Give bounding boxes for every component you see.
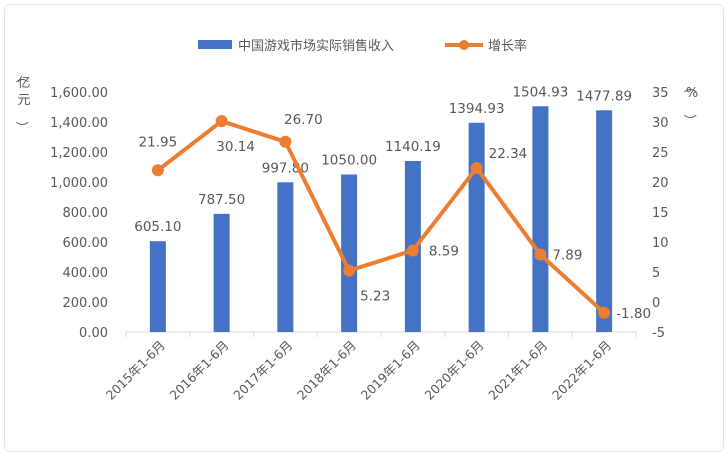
left-tick-label: 600.00 [63, 236, 109, 251]
x-tick-label: 2015年1-6月 [103, 338, 168, 403]
line-data-label: 7.89 [552, 248, 582, 264]
line-point [470, 161, 483, 174]
right-axis-title: （%） [681, 80, 698, 127]
bar-data-label: 787.50 [198, 192, 245, 208]
right-tick-label: 35 [652, 86, 669, 101]
line-point [279, 135, 292, 148]
line-data-label: 8.59 [429, 243, 459, 259]
right-tick-label: 30 [652, 116, 669, 131]
bar-data-label: 1140.19 [385, 139, 441, 155]
right-tick-label: 0 [652, 296, 660, 311]
bar-data-label: 1477.89 [576, 88, 632, 104]
line-point [598, 306, 611, 319]
left-axis-title: （亿元） [13, 70, 30, 134]
line-point [406, 244, 419, 257]
left-tick-label: 1,600.00 [50, 86, 108, 101]
legend-label-line: 增长率 [488, 38, 527, 54]
line-data-label: 26.70 [284, 112, 323, 128]
x-tick-label: 2016年1-6月 [167, 338, 232, 403]
line-point [343, 264, 356, 277]
legend-swatch-marker [459, 40, 469, 50]
line-point [215, 115, 228, 128]
left-tick-label: 1,000.00 [50, 176, 108, 191]
bar-data-label: 1050.00 [321, 153, 377, 169]
left-tick-label: 1,400.00 [50, 116, 108, 131]
bar-data-label: 605.10 [134, 219, 181, 235]
bar [596, 110, 613, 332]
left-tick-label: 200.00 [63, 296, 109, 311]
x-tick-label: 2020年1-6月 [422, 338, 487, 403]
legend-swatch-bar [198, 40, 232, 49]
bar-data-label: 1394.93 [449, 101, 505, 117]
left-tick-label: 1,200.00 [50, 146, 108, 161]
right-tick-label: 25 [652, 146, 669, 161]
line-data-label: 30.14 [216, 139, 255, 155]
right-tick-label: 20 [652, 176, 669, 191]
line-point [151, 164, 164, 177]
right-tick-label: 15 [652, 206, 669, 221]
right-tick-label: -5 [652, 326, 665, 341]
line-data-label: 5.23 [360, 289, 390, 305]
bar [341, 174, 358, 332]
x-tick-label: 2019年1-6月 [358, 338, 423, 403]
bar [532, 106, 549, 332]
bar [277, 182, 294, 332]
line-data-label: 21.95 [139, 134, 178, 150]
line-data-label: -1.80 [616, 306, 651, 322]
bar [149, 241, 166, 332]
growth-line [156, 119, 606, 315]
bar [213, 213, 230, 332]
left-tick-label: 800.00 [63, 206, 109, 221]
legend-label-bar: 中国游戏市场实际销售收入 [238, 38, 394, 54]
bar-data-label: 1504.93 [512, 84, 568, 100]
bar [468, 122, 485, 332]
left-tick-label: 0.00 [79, 326, 108, 341]
line-point [534, 248, 547, 261]
right-tick-label: 10 [652, 236, 669, 251]
x-tick-label: 2022年1-6月 [549, 338, 614, 403]
x-tick-label: 2021年1-6月 [485, 338, 550, 403]
line-data-label: 22.34 [489, 146, 528, 162]
right-tick-label: 5 [652, 266, 660, 281]
x-tick-label: 2017年1-6月 [230, 338, 295, 403]
x-tick-label: 2018年1-6月 [294, 338, 359, 403]
left-tick-label: 400.00 [63, 266, 109, 281]
